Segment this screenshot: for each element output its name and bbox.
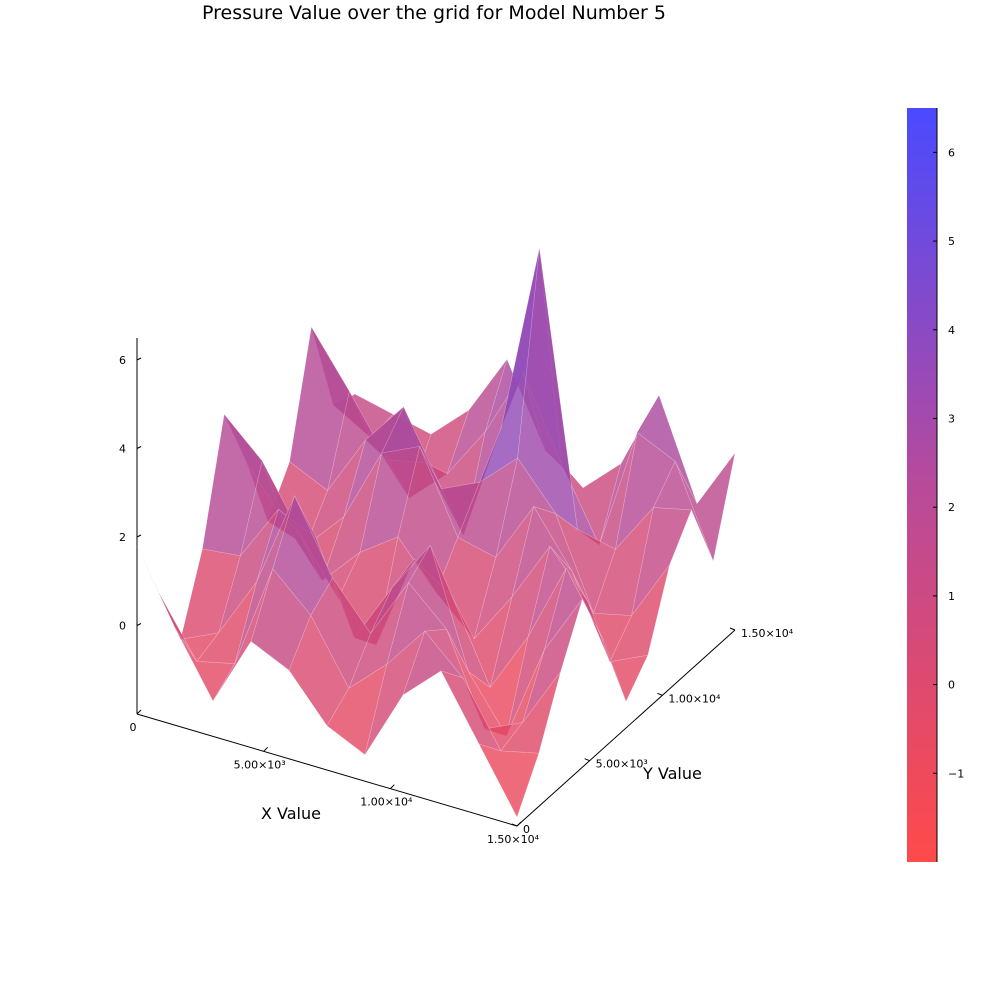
y-tick-mark [657, 692, 663, 696]
x-tick-label: 0 [130, 721, 137, 734]
colorbar-tick-label: 1 [948, 590, 955, 603]
y-tick-mark [511, 823, 518, 827]
surface-cell [631, 507, 692, 616]
surface-cell [478, 743, 540, 818]
x-tick-mark [389, 784, 395, 790]
surface-mesh [136, 248, 736, 818]
x-tick-mark [263, 746, 269, 752]
colorbar-tick-label: 3 [948, 412, 955, 425]
colorbar-tick-label: 0 [948, 679, 955, 692]
surface-cell [544, 567, 605, 650]
axis-ticks: 05.00×10³1.00×10⁴1.50×10⁴05.00×10³1.00×1… [119, 354, 794, 846]
z-tick-mark [136, 534, 142, 538]
colorbar-gradient [907, 108, 937, 862]
z-tick-label: 6 [119, 354, 126, 367]
y-tick-mark [729, 627, 736, 631]
y-tick-mark [584, 758, 590, 762]
surface-cell [522, 598, 583, 723]
axes [136, 338, 736, 827]
colorbar-tick-label: 4 [948, 324, 955, 337]
surface-cell [587, 601, 649, 703]
z-tick-label: 2 [119, 531, 126, 544]
x-axis-line [136, 713, 518, 827]
y-tick-label: 5.00×10³ [596, 758, 648, 771]
x-tick-label: 1.00×10⁴ [360, 796, 413, 809]
z-tick-mark [136, 446, 142, 449]
z-tick-label: 4 [119, 443, 126, 456]
z-tick-mark [136, 357, 142, 361]
colorbar-tick-label: 2 [948, 501, 955, 514]
colorbar-tick-label: −1 [948, 767, 964, 780]
z-tick-mark [136, 623, 142, 626]
surface-cell [565, 568, 627, 702]
x-tick-mark [516, 821, 522, 827]
y-tick-label: 1.50×10⁴ [741, 627, 794, 640]
chart-title: Pressure Value over the grid for Model N… [202, 2, 666, 24]
y-axis-line [516, 629, 736, 827]
colorbar-tick-label: 5 [948, 235, 955, 248]
z-tick-label: 0 [119, 620, 126, 633]
y-tick-label: 1.00×10⁴ [668, 692, 721, 705]
y-tick-label: 0 [523, 823, 530, 836]
x-tick-label: 5.00×10³ [234, 758, 286, 771]
y-axis-title: Y Value [642, 764, 702, 783]
colorbar: −1 0 1 2 3 4 5 6 [907, 108, 964, 862]
colorbar-tick-label: 6 [948, 146, 955, 159]
x-tick-label: 1.50×10⁴ [487, 833, 540, 846]
x-axis-title: X Value [261, 804, 321, 823]
x-tick-mark [136, 709, 142, 715]
